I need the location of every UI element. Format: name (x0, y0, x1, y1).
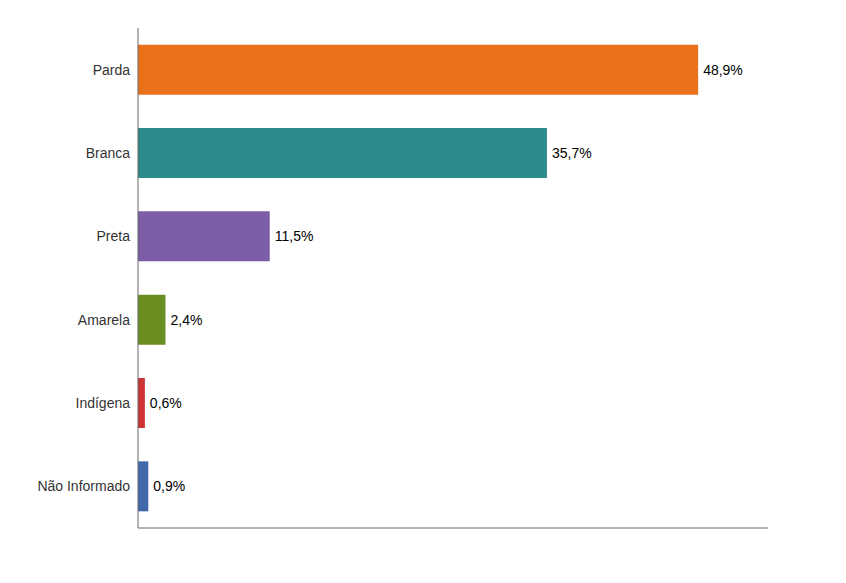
svg-text:2,4%: 2,4% (170, 312, 202, 328)
svg-text:0,9%: 0,9% (153, 478, 185, 494)
svg-text:Branca: Branca (86, 145, 131, 161)
svg-text:0,6%: 0,6% (150, 395, 182, 411)
svg-text:Parda: Parda (93, 62, 131, 78)
svg-text:11,5%: 11,5% (275, 228, 314, 244)
svg-text:Preta: Preta (97, 228, 131, 244)
svg-text:Não Informado: Não Informado (37, 478, 130, 494)
svg-text:Indígena: Indígena (76, 395, 131, 411)
svg-text:Amarela: Amarela (78, 312, 130, 328)
svg-text:48,9%: 48,9% (703, 62, 743, 78)
svg-text:35,7%: 35,7% (552, 145, 592, 161)
